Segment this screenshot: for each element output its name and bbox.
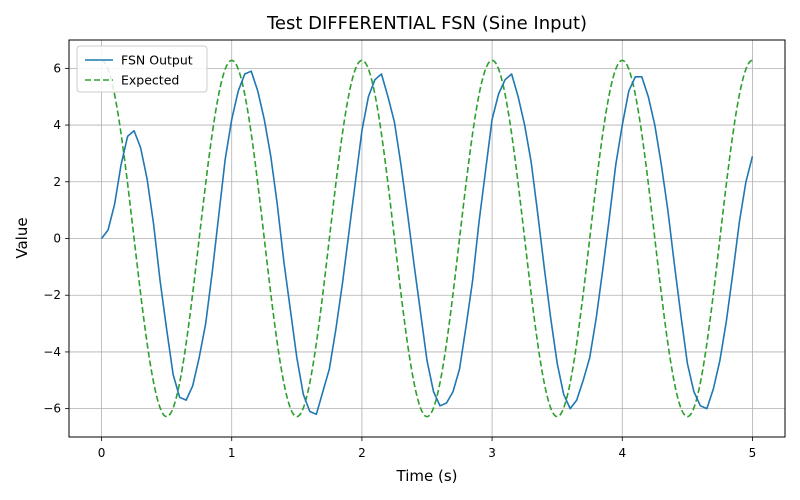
legend-label: FSN Output (121, 53, 193, 68)
y-tick-label: 4 (53, 118, 61, 132)
y-tick-label: 2 (53, 175, 61, 189)
grid-lines (69, 40, 785, 437)
x-tick-label: 2 (358, 446, 366, 460)
series-group (100, 59, 754, 418)
x-tick-label: 4 (618, 446, 626, 460)
legend-label: Expected (121, 73, 179, 88)
legend-box (76, 45, 208, 93)
y-tick-label: −2 (43, 288, 61, 302)
legend: FSN Output Expected (76, 45, 208, 93)
y-axis-label: Value (13, 217, 31, 258)
y-tick-label: 0 (53, 232, 61, 246)
x-axis-ticks: 0 1 2 3 4 5 (98, 437, 757, 460)
x-tick-label: 5 (749, 446, 757, 460)
series-line-fsn-output (100, 70, 754, 416)
y-tick-label: −6 (43, 402, 61, 416)
x-tick-label: 0 (98, 446, 106, 460)
plot-area (100, 59, 754, 418)
y-tick-label: 6 (53, 61, 61, 75)
series-line-expected (101, 59, 753, 418)
x-tick-label: 3 (488, 446, 496, 460)
x-tick-label: 1 (228, 446, 236, 460)
y-axis-ticks: −6 −4 −2 0 2 4 6 (43, 61, 69, 416)
x-axis-label: Time (s) (396, 467, 458, 485)
chart-title: Test DIFFERENTIAL FSN (Sine Input) (266, 13, 587, 34)
y-tick-label: −4 (43, 345, 61, 359)
